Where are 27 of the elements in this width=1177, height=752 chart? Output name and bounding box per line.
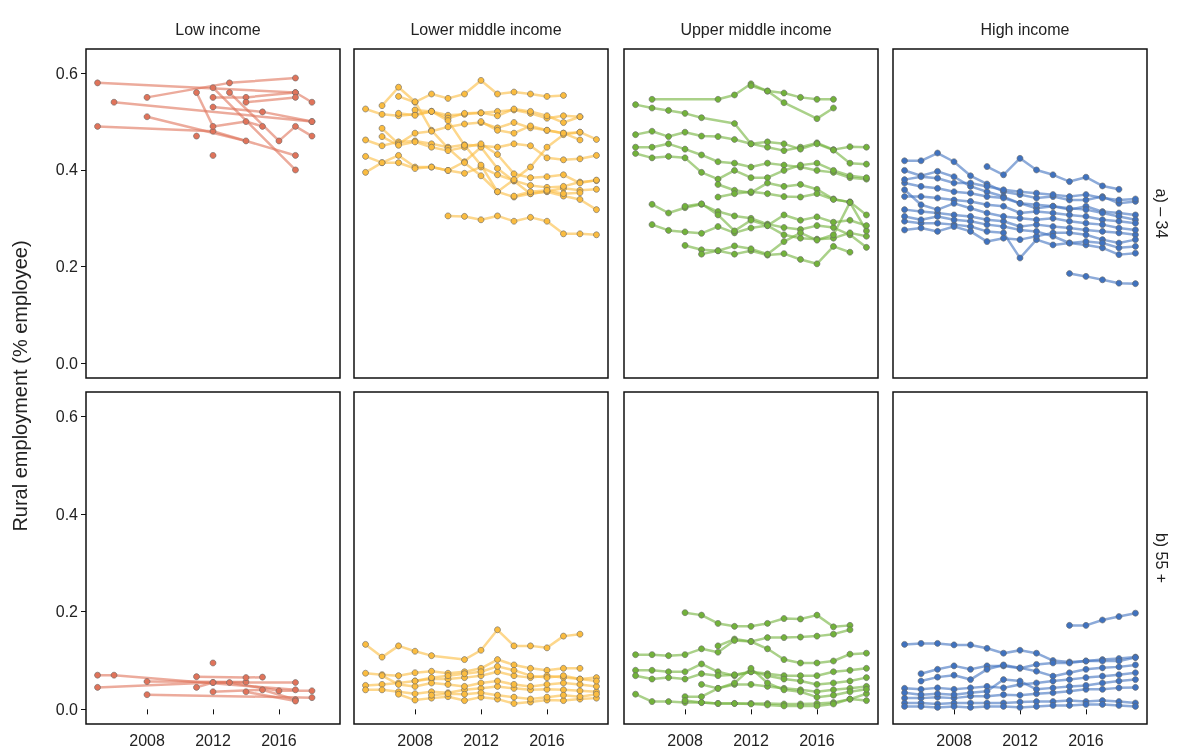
text: a) – 34 — [1152, 188, 1170, 239]
y-tick-label: 0.4 — [55, 505, 79, 523]
y-tick-label: 0.0 — [55, 700, 79, 718]
y-tick-label: 0.4 — [55, 161, 79, 179]
chart-title: Lower middle income — [410, 20, 562, 38]
chart-title: Upper middle income — [680, 20, 832, 38]
y-tick-label: 0.2 — [55, 603, 79, 621]
x-tick-label: 2016 — [261, 731, 297, 749]
x-tick-label: 2008 — [667, 731, 703, 749]
y-tick-label: 0.6 — [55, 407, 79, 425]
chart-title: High income — [980, 20, 1070, 38]
y-tick-label: 0.2 — [55, 258, 79, 276]
x-tick-label: 2016 — [529, 731, 565, 749]
x-tick-label: 2008 — [397, 731, 433, 749]
x-tick-label: 2012 — [733, 731, 769, 749]
x-tick-label: 2008 — [936, 731, 972, 749]
x-tick-label: 2016 — [799, 731, 835, 749]
y-tick-label: 0.6 — [55, 64, 79, 82]
x-tick-label: 2008 — [129, 731, 165, 749]
y-tick-label: 0.0 — [55, 354, 79, 372]
text: b) 55 + — [1152, 532, 1170, 584]
x-tick-label: 2012 — [1002, 731, 1038, 749]
x-tick-label: 2016 — [1068, 731, 1104, 749]
x-tick-label: 2012 — [195, 731, 231, 749]
chart-title: Low income — [175, 20, 261, 38]
y-axis-title: Rural employment (% employee) — [8, 240, 32, 532]
x-tick-label: 2012 — [463, 731, 499, 749]
